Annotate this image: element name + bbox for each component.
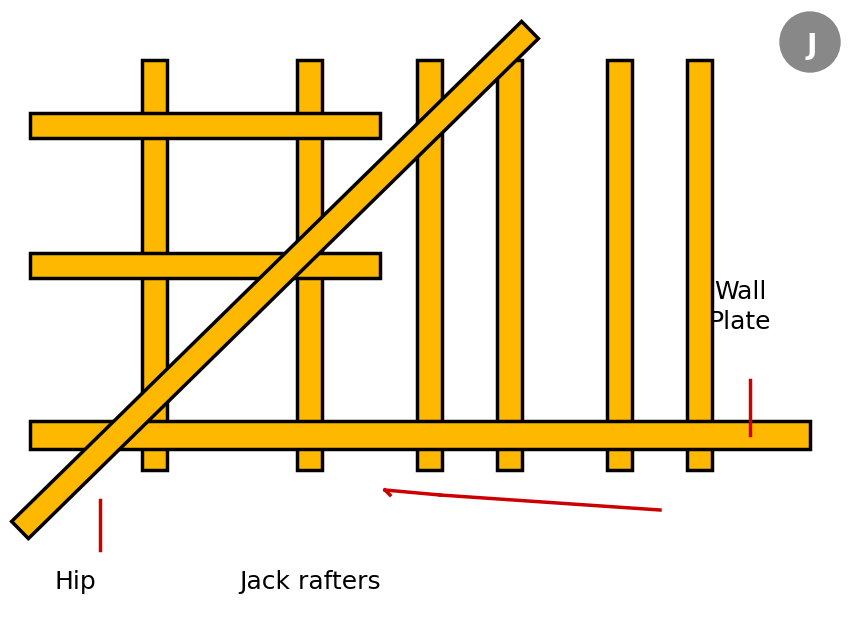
Bar (688, 60, 712, 470)
Text: Hip: Hip (54, 570, 96, 594)
Bar (30, 252, 380, 278)
Circle shape (780, 12, 840, 72)
Bar (143, 60, 167, 470)
Bar (30, 112, 380, 138)
Polygon shape (12, 22, 538, 539)
Text: Jack rafters: Jack rafters (239, 570, 381, 594)
Text: Wall
Plate: Wall Plate (709, 280, 771, 334)
Text: J: J (807, 32, 818, 60)
Bar (498, 60, 522, 470)
Bar (297, 60, 323, 470)
Bar (418, 60, 442, 470)
Bar (30, 421, 810, 449)
Bar (608, 60, 633, 470)
